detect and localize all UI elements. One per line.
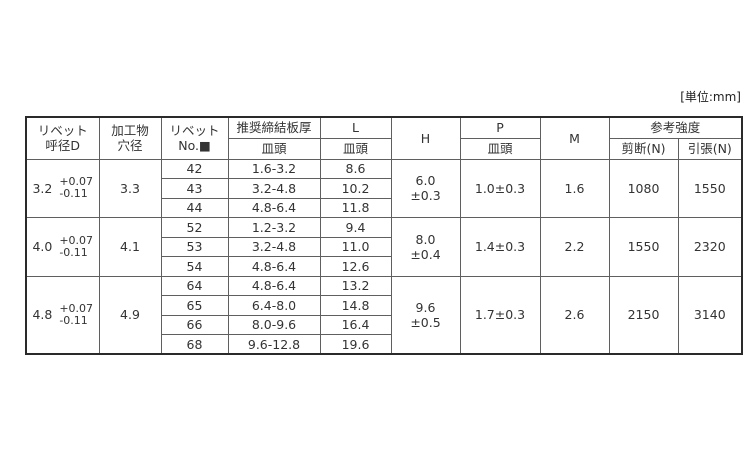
col-header-reference-strength: 参考強度 bbox=[608, 116, 743, 139]
cell-H: 8.0 ±0.4 bbox=[390, 217, 461, 277]
col-header-M: M bbox=[539, 116, 610, 160]
cell-plate-thickness: 4.8-6.4 bbox=[227, 256, 321, 277]
tolerance-plus: +0.07 bbox=[59, 301, 94, 315]
cell-plate-thickness: 3.2-4.8 bbox=[227, 236, 321, 257]
unit-label: [単位:mm] bbox=[680, 90, 741, 104]
cell-M: 1.6 bbox=[539, 158, 610, 218]
subheader-shear: 剪断(N) bbox=[608, 137, 679, 160]
cell-rivet-no: 44 bbox=[160, 197, 229, 218]
H-value: 9.6 bbox=[415, 299, 436, 315]
cell-diameter: 4.8 +0.07 -0.11 bbox=[25, 275, 100, 355]
H-value: 8.0 bbox=[415, 231, 436, 247]
H-tolerance: ±0.5 bbox=[410, 314, 441, 330]
col-header-rivet-diameter: リベット 呼径D bbox=[25, 116, 100, 160]
cell-L: 14.8 bbox=[319, 295, 392, 316]
cell-P: 1.7±0.3 bbox=[459, 275, 541, 355]
cell-L: 11.0 bbox=[319, 236, 392, 257]
cell-P: 1.0±0.3 bbox=[459, 158, 541, 218]
col-header-workpiece-hole: 加工物 穴径 bbox=[98, 116, 162, 160]
col-header-P: P bbox=[459, 116, 541, 139]
cell-rivet-no: 53 bbox=[160, 236, 229, 257]
H-value: 6.0 bbox=[415, 173, 436, 189]
cell-shear: 2150 bbox=[608, 275, 679, 355]
table-row: 44 4.8-6.4 11.8 bbox=[26, 197, 742, 218]
subheader-plate-thickness-countersunk: 皿頭 bbox=[227, 137, 321, 160]
cell-P: 1.4±0.3 bbox=[459, 217, 541, 277]
subheader-L-countersunk: 皿頭 bbox=[319, 137, 392, 160]
col-header-rivet-no: リベット No.■ bbox=[160, 116, 229, 160]
cell-tensile: 3140 bbox=[677, 275, 743, 355]
cell-rivet-no: 64 bbox=[160, 275, 229, 296]
col-header-rivet-no-line1: リベット bbox=[169, 123, 220, 139]
cell-tensile: 2320 bbox=[677, 217, 743, 277]
cell-L: 12.6 bbox=[319, 256, 392, 277]
cell-H: 9.6 ±0.5 bbox=[390, 275, 461, 355]
cell-H: 6.0 ±0.3 bbox=[390, 158, 461, 218]
cell-shear: 1550 bbox=[608, 217, 679, 277]
subheader-tensile: 引張(N) bbox=[677, 137, 743, 160]
cell-plate-thickness: 3.2-4.8 bbox=[227, 178, 321, 199]
cell-rivet-no: 43 bbox=[160, 178, 229, 199]
cell-L: 13.2 bbox=[319, 275, 392, 296]
cell-plate-thickness: 4.8-6.4 bbox=[227, 275, 321, 296]
cell-L: 9.4 bbox=[319, 217, 392, 238]
cell-plate-thickness: 1.6-3.2 bbox=[227, 158, 321, 179]
cell-L: 19.6 bbox=[319, 334, 392, 355]
cell-plate-thickness: 4.8-6.4 bbox=[227, 197, 321, 218]
cell-rivet-no: 42 bbox=[160, 158, 229, 179]
col-header-rivet-diameter-line1: リベット bbox=[37, 123, 88, 139]
cell-plate-thickness: 8.0-9.6 bbox=[227, 314, 321, 335]
header-row-1: リベット 呼径D 加工物 穴径 リベット No.■ 推奨締結板厚 L H P M… bbox=[25, 116, 743, 160]
cell-plate-thickness: 6.4-8.0 bbox=[227, 295, 321, 316]
cell-rivet-no: 52 bbox=[160, 217, 229, 238]
cell-rivet-no: 65 bbox=[160, 295, 229, 316]
cell-L: 11.8 bbox=[319, 197, 392, 218]
cell-hole-diameter: 3.3 bbox=[98, 158, 162, 218]
col-header-workpiece-line2: 穴径 bbox=[117, 138, 143, 154]
table-row: 4.8 +0.07 -0.11 4.9 64 4.8-6.4 13.2 9.6 … bbox=[25, 275, 743, 355]
cell-L: 10.2 bbox=[319, 178, 392, 199]
cell-diameter: 3.2 +0.07 -0.11 bbox=[25, 158, 100, 218]
cell-M: 2.2 bbox=[539, 217, 610, 277]
cell-rivet-no: 66 bbox=[160, 314, 229, 335]
cell-hole-diameter: 4.1 bbox=[98, 217, 162, 277]
diameter-value: 4.0 bbox=[32, 239, 53, 255]
diameter-value: 4.8 bbox=[32, 307, 53, 323]
tolerance-plus: +0.07 bbox=[59, 233, 94, 247]
tolerance-plus: +0.07 bbox=[59, 175, 94, 189]
tolerance-minus: -0.11 bbox=[59, 313, 88, 327]
cell-plate-thickness: 9.6-12.8 bbox=[227, 334, 321, 355]
cell-plate-thickness: 1.2-3.2 bbox=[227, 217, 321, 238]
H-tolerance: ±0.3 bbox=[410, 188, 441, 204]
col-header-H: H bbox=[390, 116, 461, 160]
cell-M: 2.6 bbox=[539, 275, 610, 355]
cell-tensile: 1550 bbox=[677, 158, 743, 218]
cell-hole-diameter: 4.9 bbox=[98, 275, 162, 355]
tolerance-minus: -0.11 bbox=[59, 187, 88, 201]
col-header-plate-thickness: 推奨締結板厚 bbox=[227, 116, 321, 139]
diameter-value: 3.2 bbox=[32, 180, 53, 196]
table-row: 53 3.2-4.8 11.0 bbox=[26, 236, 742, 257]
tolerance-minus: -0.11 bbox=[59, 245, 88, 259]
cell-diameter: 4.0 +0.07 -0.11 bbox=[25, 217, 100, 277]
cell-L: 16.4 bbox=[319, 314, 392, 335]
col-header-rivet-no-line2: No.■ bbox=[178, 138, 211, 154]
header-row-2: 皿頭 皿頭 皿頭 剪断(N) 引張(N) bbox=[26, 137, 743, 160]
col-header-workpiece-line1: 加工物 bbox=[111, 123, 149, 139]
col-header-L: L bbox=[319, 116, 392, 139]
cell-L: 8.6 bbox=[319, 158, 392, 179]
table-row: 65 6.4-8.0 14.8 bbox=[26, 295, 742, 316]
cell-shear: 1080 bbox=[608, 158, 679, 218]
table-row: 4.0 +0.07 -0.11 4.1 52 1.2-3.2 9.4 8.0 ±… bbox=[25, 217, 743, 277]
H-tolerance: ±0.4 bbox=[410, 246, 441, 262]
col-header-rivet-diameter-line2: 呼径D bbox=[45, 138, 81, 154]
cell-rivet-no: 68 bbox=[160, 334, 229, 355]
rivet-spec-table: リベット 呼径D 加工物 穴径 リベット No.■ 推奨締結板厚 L H P M… bbox=[25, 116, 744, 355]
subheader-P-countersunk: 皿頭 bbox=[459, 137, 541, 160]
cell-rivet-no: 54 bbox=[160, 256, 229, 277]
table-row: 3.2 +0.07 -0.11 3.3 42 1.6-3.2 8.6 6.0 ±… bbox=[25, 158, 743, 218]
table-row: 68 9.6-12.8 19.6 bbox=[26, 334, 742, 355]
